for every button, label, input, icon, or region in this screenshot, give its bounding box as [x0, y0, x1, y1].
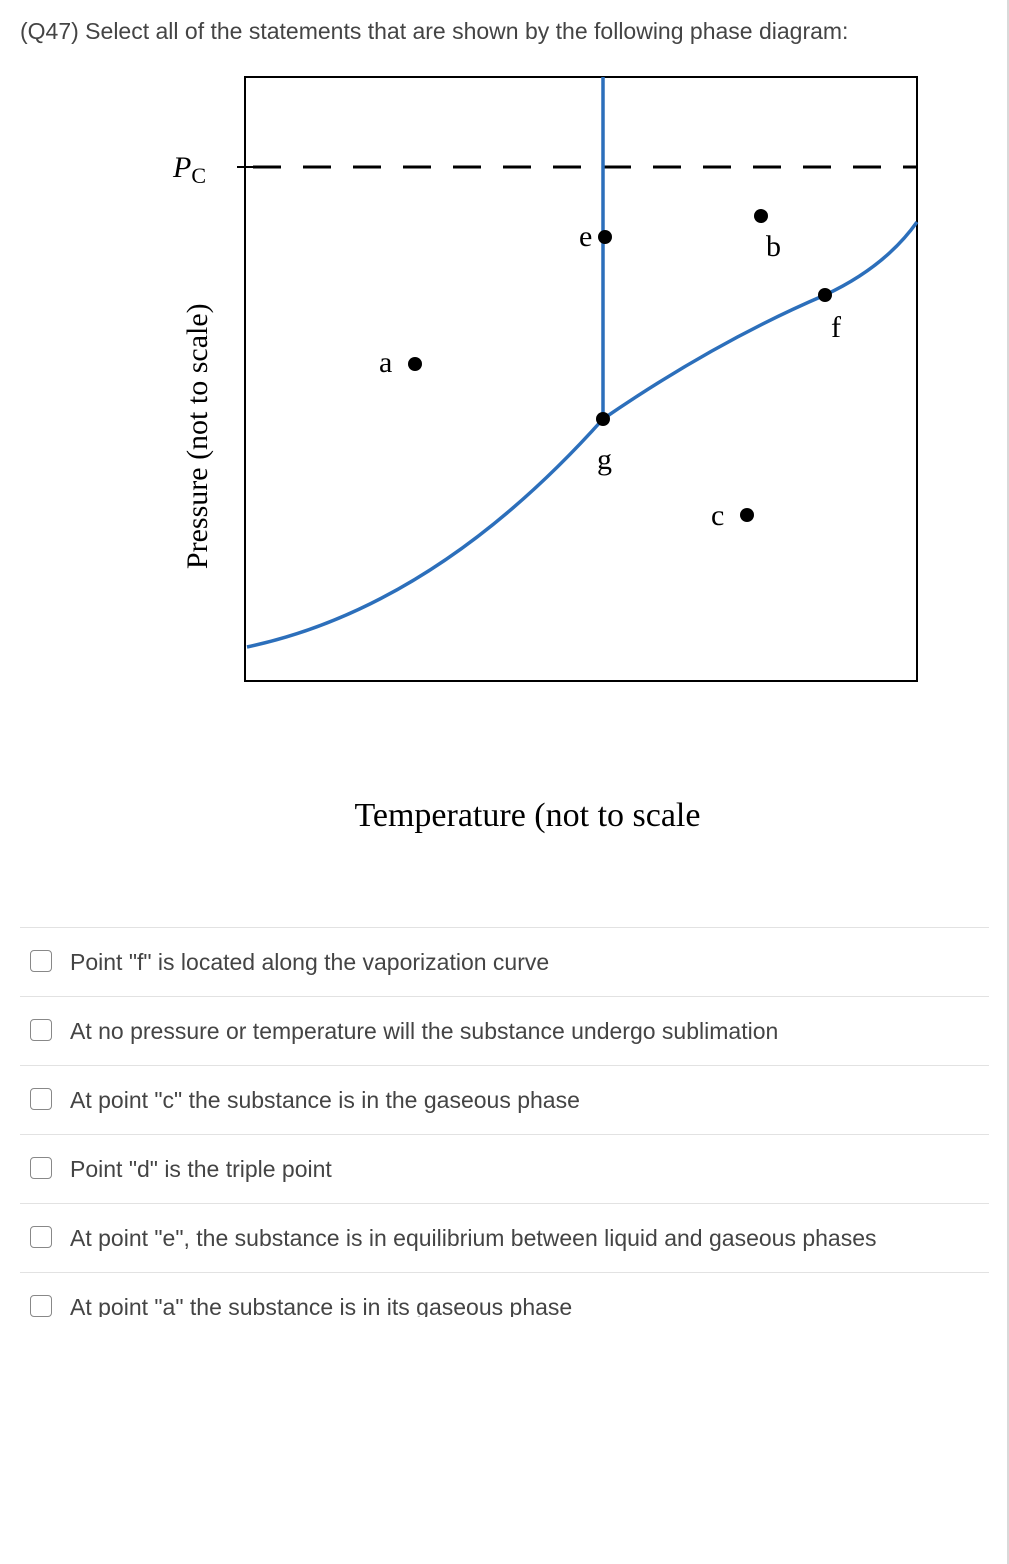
checkbox-icon[interactable] [30, 1088, 52, 1110]
pc-label: PC [172, 151, 206, 188]
checkbox-icon[interactable] [30, 1019, 52, 1041]
point-c-label: c [711, 499, 724, 532]
point-a [408, 357, 422, 371]
answer-list: Point "f" is located along the vaporizat… [20, 927, 989, 1318]
point-b-label: b [766, 230, 781, 263]
answer-row[interactable]: At point "e", the substance is in equili… [20, 1204, 989, 1273]
point-b [754, 209, 768, 223]
answer-text: At point "a" the substance is in its gas… [70, 1291, 983, 1317]
point-a-label: a [379, 346, 392, 379]
question-text: (Q47) Select all of the statements that … [20, 14, 989, 49]
point-e-label: e [579, 220, 592, 253]
checkbox-icon[interactable] [30, 950, 52, 972]
point-e [598, 230, 612, 244]
answer-text: At point "c" the substance is in the gas… [70, 1084, 983, 1116]
checkbox-icon[interactable] [30, 1226, 52, 1248]
answer-text: Point "f" is located along the vaporizat… [70, 946, 983, 978]
answer-row[interactable]: Point "f" is located along the vaporizat… [20, 928, 989, 997]
phase-diagram: PC a e b f g c Pressur [75, 67, 935, 887]
answer-row[interactable]: At no pressure or temperature will the s… [20, 997, 989, 1066]
checkbox-icon[interactable] [30, 1157, 52, 1179]
answer-row[interactable]: At point "a" the substance is in its gas… [20, 1273, 989, 1317]
point-f [818, 288, 832, 302]
point-g [596, 412, 610, 426]
point-g-label: g [597, 443, 612, 476]
point-f-label: f [831, 311, 841, 344]
answer-row[interactable]: Point "d" is the triple point [20, 1135, 989, 1204]
checkbox-icon[interactable] [30, 1295, 52, 1317]
answer-text: Point "d" is the triple point [70, 1153, 983, 1185]
y-axis-label: Pressure (not to scale) [180, 303, 214, 569]
vaporization-curve [247, 222, 917, 647]
answer-text: At no pressure or temperature will the s… [70, 1015, 983, 1047]
phase-diagram-wrap: PC a e b f g c Pressur [20, 67, 989, 887]
answer-row[interactable]: At point "c" the substance is in the gas… [20, 1066, 989, 1135]
point-c [740, 508, 754, 522]
x-axis-label: Temperature (not to scale [355, 797, 701, 835]
answer-text: At point "e", the substance is in equili… [70, 1222, 983, 1254]
